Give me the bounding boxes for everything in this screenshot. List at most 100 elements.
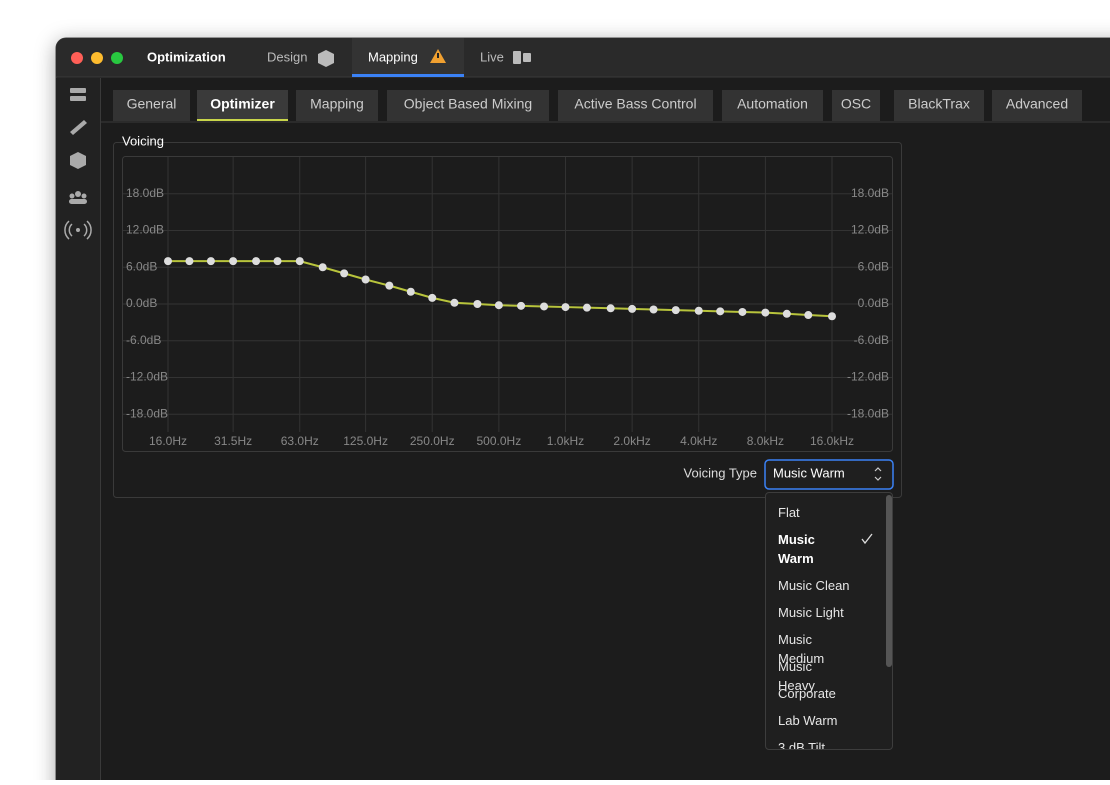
y-tick-label: -18.0dB	[126, 406, 168, 420]
x-tick-label: 4.0kHz	[680, 434, 717, 448]
sidebar-icon[interactable]	[76, 228, 80, 232]
dropdown-option[interactable]: Music Warm	[778, 530, 850, 568]
tab[interactable]: Design	[267, 49, 307, 64]
eq-point	[628, 305, 636, 313]
dropdown-option[interactable]: Corporate	[778, 684, 850, 703]
voicing-type-label: Voicing Type	[684, 465, 757, 480]
eq-point	[274, 257, 282, 265]
dropdown-option[interactable]: Music Light	[778, 603, 850, 622]
y-tick-label: 0.0dB	[126, 296, 157, 310]
y-tick-label: -6.0dB	[126, 333, 161, 347]
eq-point	[407, 288, 415, 296]
eq-point	[540, 302, 548, 310]
eq-point	[473, 300, 481, 308]
x-tick-label: 125.0Hz	[343, 434, 388, 448]
subtab[interactable]: BlackTrax	[908, 96, 970, 112]
y-tick-label: 18.0dB	[126, 186, 164, 200]
eq-point	[716, 307, 724, 315]
scrollbar	[886, 495, 892, 667]
y-tick-label-right: 18.0dB	[851, 186, 889, 200]
sidebar-icon[interactable]	[82, 194, 87, 199]
eq-point	[828, 312, 836, 320]
sidebar-icon[interactable]	[75, 191, 81, 197]
y-tick-label-right: 12.0dB	[851, 223, 889, 237]
eq-point	[229, 257, 237, 265]
live-icon	[513, 51, 521, 64]
eq-point	[428, 294, 436, 302]
eq-point	[561, 303, 569, 311]
eq-point	[783, 310, 791, 318]
y-tick-label: 12.0dB	[126, 223, 164, 237]
sidebar-icon[interactable]	[70, 96, 86, 101]
eq-point	[319, 263, 327, 271]
tab[interactable]: Live	[480, 49, 504, 64]
active-tab-indicator	[352, 74, 464, 77]
tab[interactable]: Mapping	[368, 49, 418, 64]
subtab[interactable]: Object Based Mixing	[404, 96, 532, 112]
subtab[interactable]: Active Bass Control	[574, 96, 696, 112]
x-tick-label: 500.0Hz	[477, 434, 522, 448]
y-tick-label: -12.0dB	[126, 370, 168, 384]
eq-point	[185, 257, 193, 265]
select-value[interactable]: Music Warm	[773, 465, 845, 480]
x-tick-label: 63.0Hz	[281, 434, 319, 448]
y-tick-label-right: 6.0dB	[858, 259, 889, 273]
eq-point	[650, 306, 658, 314]
sidebar-icon[interactable]	[70, 194, 75, 199]
eq-point	[164, 257, 172, 265]
eq-point	[207, 257, 215, 265]
subtab[interactable]: Automation	[737, 96, 808, 112]
eq-point	[340, 269, 348, 277]
y-tick-label-right: 0.0dB	[858, 296, 889, 310]
y-tick-label-right: -18.0dB	[847, 406, 889, 420]
zoom-button[interactable]	[111, 52, 123, 64]
live-icon	[523, 53, 531, 62]
y-tick-label: 6.0dB	[126, 259, 157, 273]
subtab[interactable]: OSC	[841, 96, 871, 112]
sidebar-icon[interactable]	[70, 88, 86, 93]
minimize-button[interactable]	[91, 52, 103, 64]
voicing-dropdown: FlatMusic WarmMusic CleanMusic LightMusi…	[765, 492, 893, 750]
checkmark	[860, 532, 874, 546]
x-tick-label: 2.0kHz	[613, 434, 650, 448]
x-tick-label: 1.0kHz	[547, 434, 584, 448]
eq-point	[517, 302, 525, 310]
subtab[interactable]: Advanced	[1006, 96, 1068, 112]
y-tick-label-right: -12.0dB	[847, 370, 889, 384]
eq-point	[495, 301, 503, 309]
x-tick-label: 16.0kHz	[810, 434, 854, 448]
eq-point	[296, 257, 304, 265]
eq-point	[761, 309, 769, 317]
eq-point	[385, 282, 393, 290]
group-title: Voicing	[122, 133, 164, 148]
x-tick-label: 16.0Hz	[149, 434, 187, 448]
eq-point	[450, 299, 458, 307]
close-button[interactable]	[71, 52, 83, 64]
dropdown-option[interactable]: Flat	[778, 503, 850, 522]
sidebar-icon[interactable]	[69, 199, 87, 204]
dropdown-option[interactable]: Lab Warm	[778, 711, 850, 730]
subtab[interactable]: General	[127, 96, 177, 112]
y-tick-label-right: -6.0dB	[854, 333, 889, 347]
x-tick-label: 8.0kHz	[747, 434, 784, 448]
subtab-indicator	[197, 119, 288, 121]
dropdown-option[interactable]: Music Clean	[778, 576, 850, 595]
warning-mark	[437, 53, 439, 58]
eq-point	[583, 304, 591, 312]
eq-point	[738, 308, 746, 316]
dropdown-option[interactable]: 3 dB Tilt	[778, 738, 850, 750]
subtab-bar: General Optimizer Mapping Object Based Mixi…	[113, 90, 1082, 121]
x-tick-label: 31.5Hz	[214, 434, 252, 448]
eq-point	[695, 307, 703, 315]
subtab[interactable]: Mapping	[310, 96, 364, 112]
eq-point	[362, 276, 370, 284]
subtab[interactable]: Optimizer	[210, 96, 275, 112]
eq-point	[672, 306, 680, 314]
x-tick-label: 250.0Hz	[410, 434, 455, 448]
tab[interactable]: Optimization	[147, 49, 226, 64]
eq-point	[804, 311, 812, 319]
eq-point	[252, 257, 260, 265]
eq-point	[607, 304, 615, 312]
